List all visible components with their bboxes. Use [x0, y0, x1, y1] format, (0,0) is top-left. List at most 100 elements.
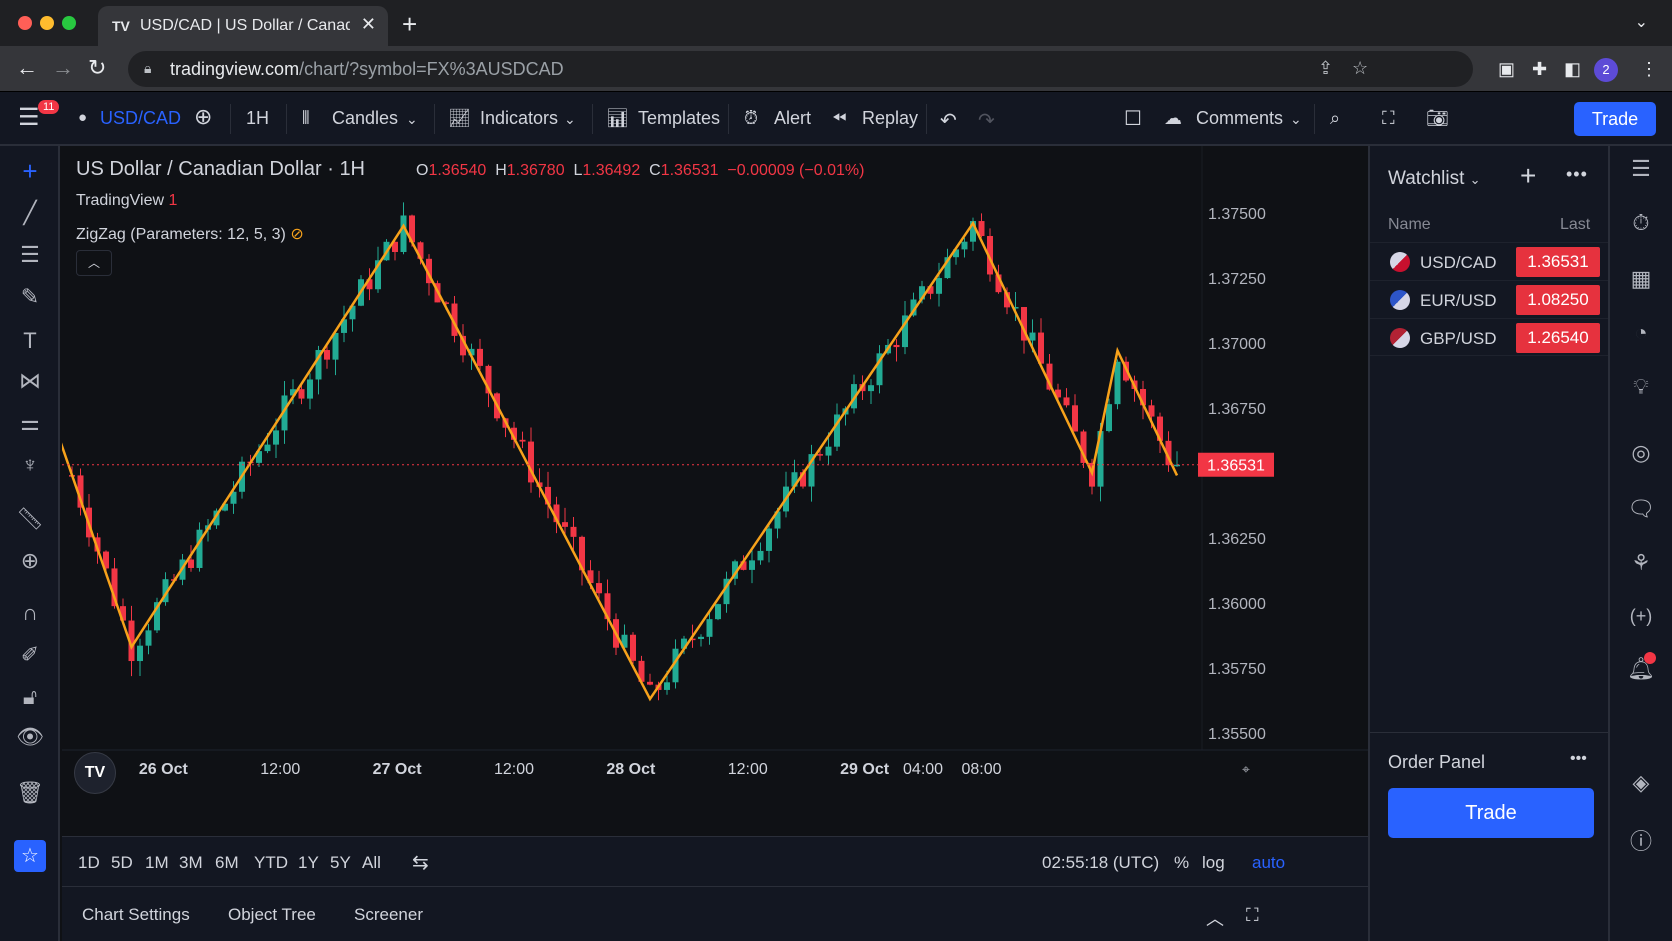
- redo-icon[interactable]: ↷: [978, 110, 995, 132]
- range-ytd[interactable]: YTD: [254, 853, 288, 872]
- bookmark-star-icon[interactable]: ☆: [1352, 58, 1369, 78]
- hide-drawings-eye-icon[interactable]: 👁︎: [16, 724, 44, 749]
- indicators-icon[interactable]: 📈︎: [448, 108, 471, 128]
- back-icon[interactable]: ←: [16, 55, 38, 80]
- range-1y[interactable]: 1Y: [298, 853, 319, 872]
- camera-icon[interactable]: 📷︎: [1426, 108, 1449, 128]
- maximize-window-icon[interactable]: [62, 16, 76, 30]
- chart-pane[interactable]: 1.37500 1.37250 1.37000 1.36750 1.36250 1.360…: [62, 146, 1368, 836]
- chevron-up-icon[interactable]: ︿: [1206, 909, 1224, 929]
- fullscreen-icon[interactable]: ⛶: [1382, 108, 1395, 128]
- chevron-down-icon[interactable]: ⌄: [564, 111, 576, 127]
- shapes-icon[interactable]: ♆: [21, 452, 39, 477]
- alert-button[interactable]: Alert: [774, 108, 812, 128]
- log-scale-toggle[interactable]: log: [1202, 853, 1225, 872]
- zoom-in-icon[interactable]: ⊕: [20, 548, 40, 573]
- auto-scale-toggle[interactable]: auto: [1252, 853, 1286, 872]
- trade-button[interactable]: Trade: [1574, 102, 1656, 136]
- compare-add-icon[interactable]: ⊕: [194, 104, 213, 129]
- chat-bubble-icon[interactable]: 🗨︎: [1627, 496, 1655, 521]
- more-options-icon[interactable]: •••: [1570, 750, 1587, 767]
- range-1m[interactable]: 1M: [145, 853, 169, 872]
- chats-icon[interactable]: ◎: [1631, 440, 1651, 465]
- undo-icon[interactable]: ↶: [940, 110, 957, 132]
- go-to-date-icon[interactable]: ⇆: [412, 852, 429, 874]
- range-6m[interactable]: 6M: [215, 853, 239, 872]
- more-options-icon[interactable]: •••: [1566, 164, 1588, 184]
- templates-icon[interactable]: 📊︎: [606, 108, 629, 128]
- pine-ideas-icon[interactable]: ⚘: [1631, 550, 1651, 575]
- hidden-eye-icon[interactable]: ⊘: [290, 226, 304, 243]
- chart-type-button[interactable]: Candles: [332, 108, 399, 128]
- trash-icon[interactable]: 🗑︎: [16, 780, 44, 805]
- templates-button[interactable]: Templates: [638, 108, 721, 128]
- crosshair-icon[interactable]: +: [22, 156, 38, 186]
- alarm-clock-icon[interactable]: ⏰︎: [744, 108, 759, 128]
- forward-icon[interactable]: →: [52, 55, 74, 80]
- text-tool-icon[interactable]: T: [23, 328, 37, 353]
- replay-icon[interactable]: ⏪︎: [832, 108, 847, 128]
- range-1d[interactable]: 1D: [78, 853, 100, 872]
- close-window-icon[interactable]: [18, 16, 32, 30]
- reload-icon[interactable]: ↻: [88, 55, 107, 80]
- maximize-panel-icon[interactable]: ⛶: [1246, 905, 1259, 925]
- prediction-tools-icon[interactable]: ⚌: [20, 410, 40, 435]
- percent-scale-toggle[interactable]: %: [1174, 853, 1190, 872]
- order-trade-button[interactable]: Trade: [1388, 788, 1594, 838]
- chevron-down-icon[interactable]: ⌄: [406, 111, 418, 127]
- minimize-window-icon[interactable]: [40, 16, 54, 30]
- interval-button[interactable]: 1H: [246, 108, 270, 128]
- candles-icon[interactable]: ⫴: [302, 108, 310, 128]
- collapse-legend-button[interactable]: ︿: [76, 250, 112, 276]
- watchlist-row[interactable]: GBP/USD 1.26540: [1370, 318, 1608, 356]
- side-panel-icon[interactable]: ◧: [1564, 59, 1582, 79]
- tradingview-logo[interactable]: TV: [74, 752, 116, 794]
- extensions-puzzle-icon[interactable]: ✚: [1532, 59, 1548, 79]
- lock-pencil-icon[interactable]: ✐: [20, 642, 40, 667]
- chevron-down-icon[interactable]: ⌄: [1290, 111, 1302, 127]
- favorites-star-icon[interactable]: ☆: [14, 840, 46, 872]
- brush-icon[interactable]: ✎: [20, 284, 40, 309]
- main-menu-icon[interactable]: ☰: [18, 104, 40, 131]
- column-name-header[interactable]: Name: [1388, 216, 1431, 233]
- tab-chart-settings[interactable]: Chart Settings: [82, 905, 190, 924]
- add-symbol-icon[interactable]: +: [1520, 160, 1537, 191]
- layers-icon[interactable]: ◈: [1632, 770, 1650, 795]
- calendar-icon[interactable]: ▦: [1630, 266, 1652, 291]
- tab-object-tree[interactable]: Object Tree: [228, 905, 316, 924]
- url-field[interactable]: 🔒︎ tradingview.com/chart/?symbol=FX%3AUS…: [128, 51, 1473, 87]
- alerts-clock-icon[interactable]: ⏱︎: [1632, 210, 1650, 235]
- range-5d[interactable]: 5D: [111, 853, 133, 872]
- watchlist-title[interactable]: Watchlist ⌄: [1388, 168, 1481, 189]
- cloud-icon[interactable]: ☁︎: [1164, 108, 1182, 128]
- patterns-icon[interactable]: ⋈: [19, 368, 41, 393]
- column-last-header[interactable]: Last: [1560, 216, 1591, 233]
- profile-avatar[interactable]: 2: [1594, 58, 1618, 82]
- help-icon[interactable]: ⓘ: [1629, 829, 1652, 854]
- trend-line-icon[interactable]: ╱: [23, 200, 37, 225]
- price-chart[interactable]: 1.37500 1.37250 1.37000 1.36750 1.36250 1.360…: [62, 146, 1368, 836]
- tab-search-chevron-icon[interactable]: ⌄: [1634, 14, 1648, 31]
- extension-pocket-icon[interactable]: ▣: [1498, 59, 1516, 79]
- quick-search-icon[interactable]: ⌕: [1330, 108, 1341, 128]
- share-icon[interactable]: ⇪: [1318, 58, 1334, 78]
- watchlist-row[interactable]: USD/CAD 1.36531: [1370, 242, 1608, 280]
- comments-button[interactable]: Comments: [1196, 108, 1284, 128]
- indicator-legend[interactable]: ZigZag (Parameters: 12, 5, 3) ⊘: [76, 224, 304, 244]
- tab-screener[interactable]: Screener: [354, 905, 423, 924]
- lock-drawings-icon[interactable]: 🔓︎: [22, 684, 38, 709]
- data-window-icon[interactable]: (+): [1629, 606, 1653, 626]
- ideas-lightbulb-icon[interactable]: 💡︎: [1633, 374, 1649, 399]
- magnet-icon[interactable]: ∩: [22, 600, 38, 625]
- range-5y[interactable]: 5Y: [330, 853, 351, 872]
- indicators-button[interactable]: Indicators: [480, 108, 559, 128]
- lock-icon[interactable]: 🔒︎: [144, 60, 152, 76]
- close-tab-icon[interactable]: ✕: [360, 14, 376, 34]
- browser-tab[interactable]: TV USD/CAD | US Dollar / Canad ✕: [98, 6, 388, 46]
- utc-clock[interactable]: 02:55:18 (UTC): [1042, 853, 1160, 872]
- ruler-icon[interactable]: 📏︎: [16, 506, 44, 531]
- symbol-search-button[interactable]: USD/CAD: [100, 108, 182, 128]
- range-all[interactable]: All: [362, 853, 381, 872]
- new-tab-icon[interactable]: +: [402, 9, 418, 39]
- range-3m[interactable]: 3M: [179, 853, 203, 872]
